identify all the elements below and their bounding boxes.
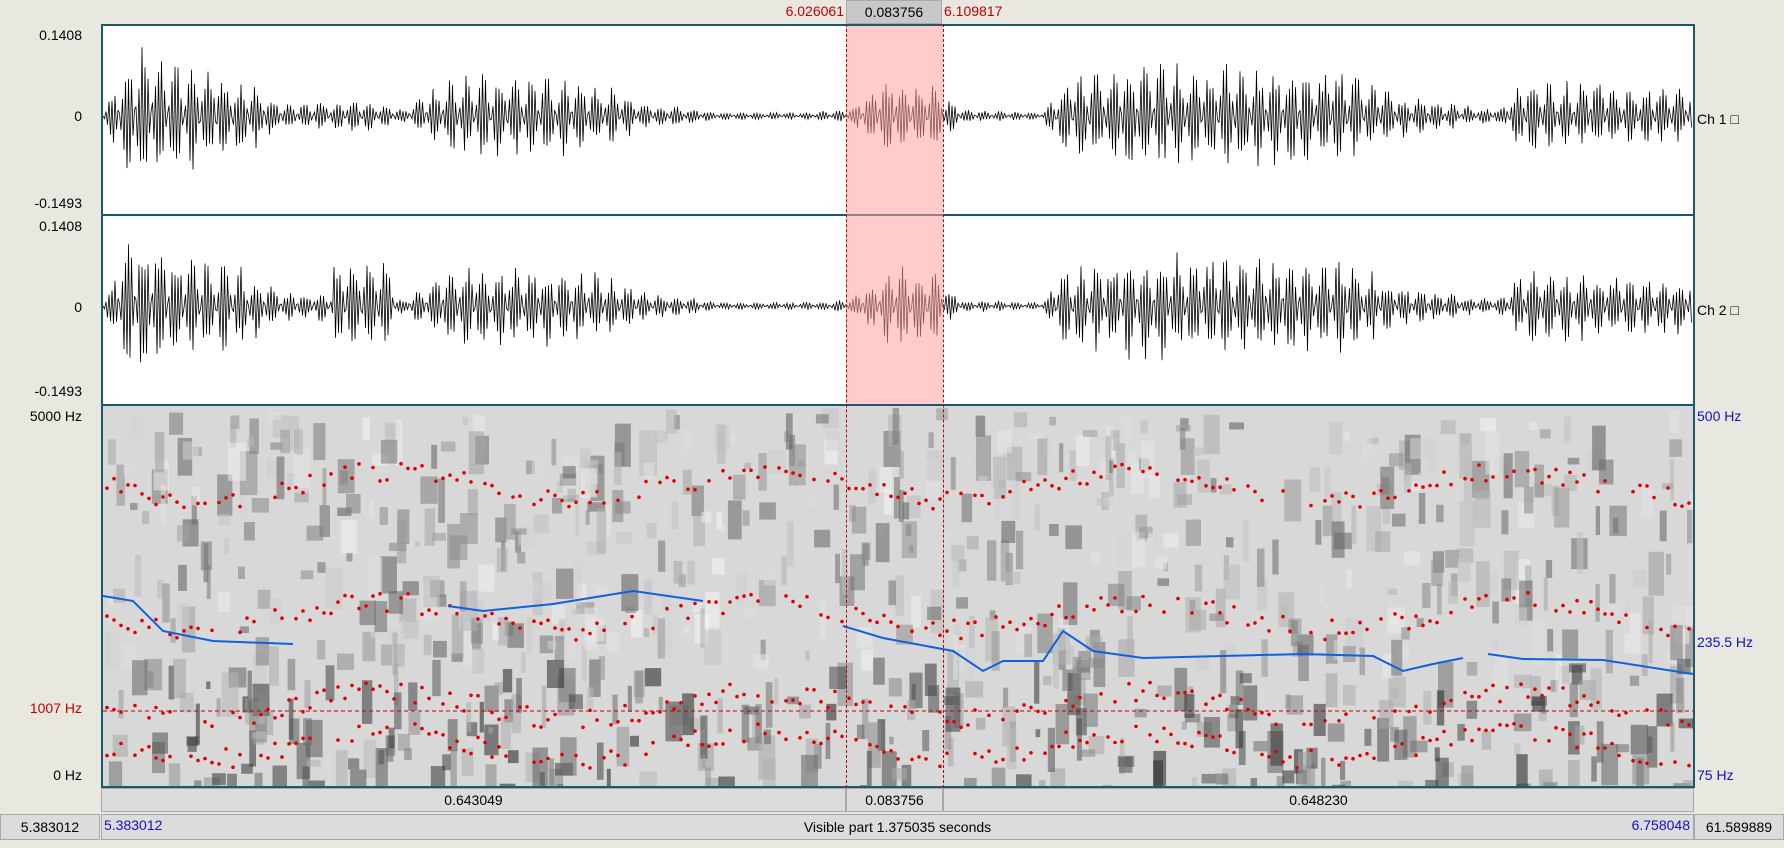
spectrogram-panel[interactable] [101, 404, 1695, 788]
ch1-ymax-label: 0.1408 [39, 27, 82, 43]
ch1-ymin-label: -0.1493 [34, 195, 82, 211]
spectrogram-top-label: 5000 Hz [29, 408, 82, 424]
selection-highlight[interactable] [846, 26, 943, 404]
pitch-bottom-label: 75 Hz [1697, 767, 1734, 783]
spectrogram-bottom-label: 0 Hz [53, 767, 82, 783]
pitch-mid-label: 235.5 Hz [1697, 634, 1754, 650]
visible-end-time: 6.758048 [1631, 817, 1690, 833]
ch1-zero-label: 0 [74, 108, 82, 124]
selection-start-time: 6.026061 [785, 3, 844, 19]
selection-end-time: 6.109817 [944, 3, 1003, 19]
ch2-label[interactable]: Ch 2 □ [1697, 302, 1739, 318]
pitch-top-label: 500 Hz [1697, 408, 1742, 424]
segment-selection[interactable]: 0.083756 [846, 788, 943, 812]
visible-part-label: Visible part 1.375035 seconds [803, 819, 992, 835]
segment-after-selection[interactable]: 0.648230 [943, 788, 1694, 812]
ch2-ymax-label: 0.1408 [39, 218, 82, 234]
ch2-ymin-label: -0.1493 [34, 383, 82, 399]
total-end-time[interactable]: 61.589889 [1694, 814, 1784, 840]
spectrogram-image [103, 406, 1693, 786]
total-start-time[interactable]: 5.383012 [0, 814, 100, 840]
selection-duration-top[interactable]: 0.083756 [846, 0, 942, 24]
cursor-frequency-label: 1007 Hz [29, 700, 82, 716]
ch1-label[interactable]: Ch 1 □ [1697, 111, 1739, 127]
segment-before-selection[interactable]: 0.643049 [101, 788, 846, 812]
selection-right-edge[interactable] [943, 24, 944, 788]
visible-part-bar[interactable]: Visible part 1.375035 seconds [101, 814, 1694, 840]
ch2-zero-label: 0 [74, 299, 82, 315]
visible-start-time: 5.383012 [104, 817, 163, 833]
selection-left-edge[interactable] [846, 24, 847, 788]
